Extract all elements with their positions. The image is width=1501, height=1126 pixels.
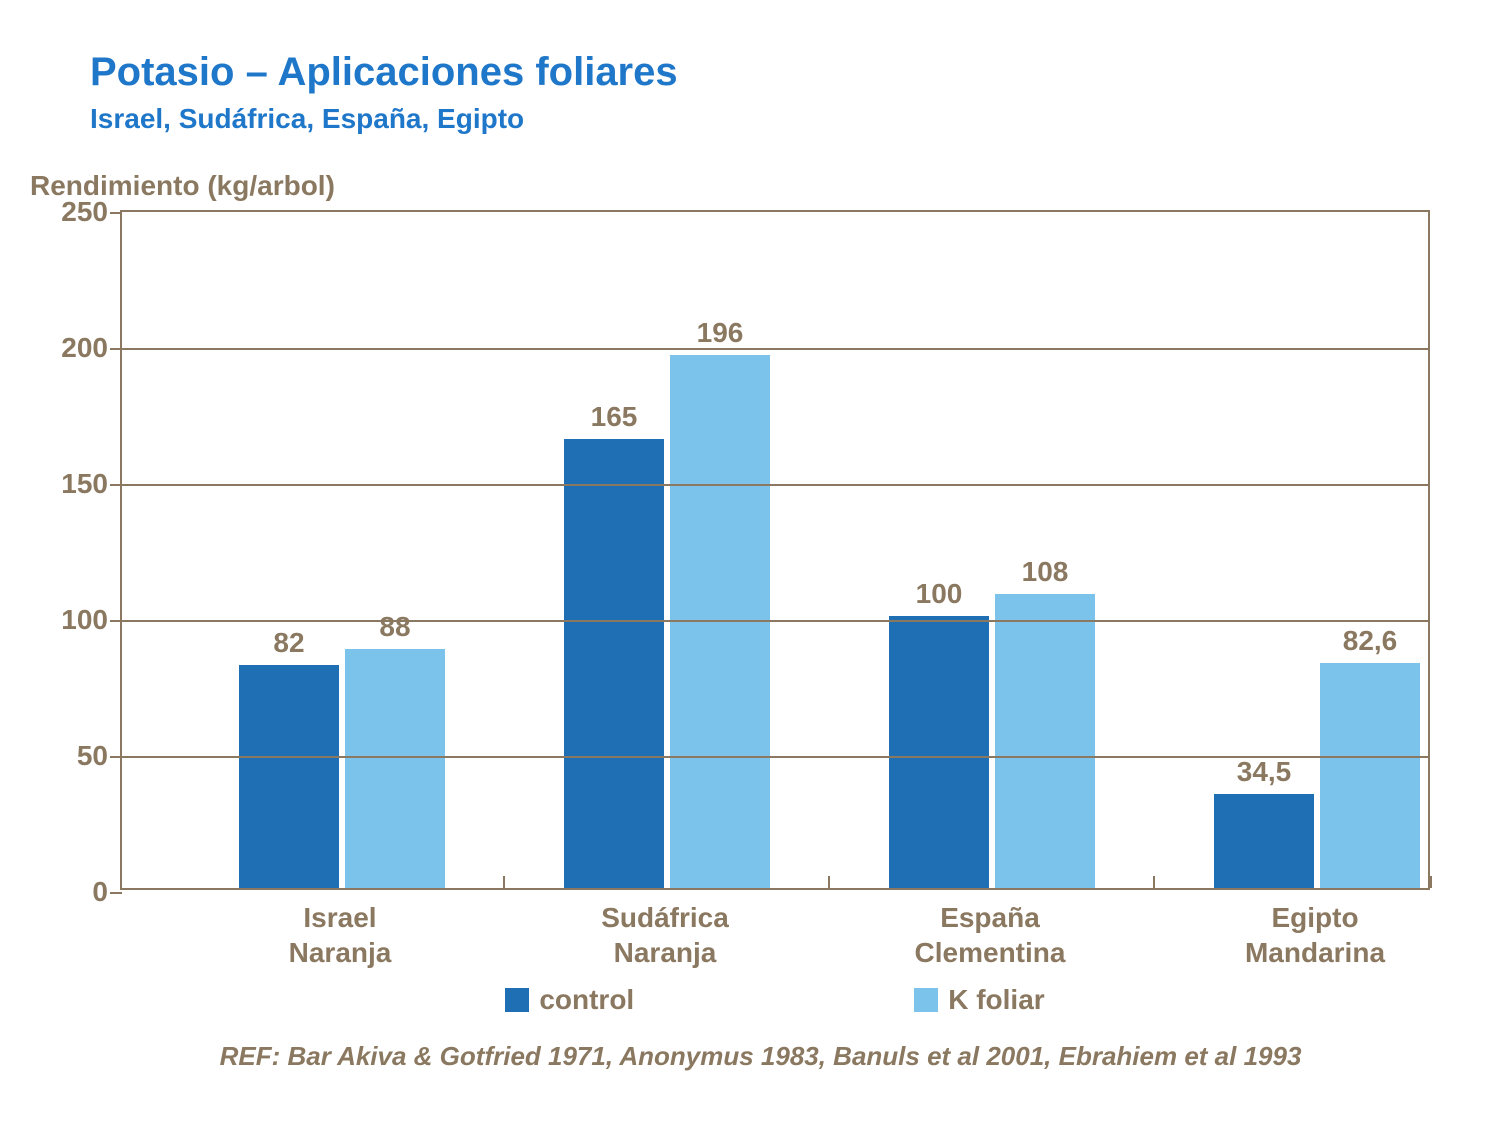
y-tick-label: 50 [28,740,108,772]
legend-swatch-icon [914,988,938,1012]
x-axis-labels: Israel Naranja Sudáfrica Naranja España Cleme… [120,890,1430,980]
x-label-line1: Egipto [1271,902,1358,933]
bar-kfoliar [345,649,445,888]
bar-value-label: 34,5 [1204,756,1324,788]
gridline [122,484,1428,486]
y-tick-label: 250 [28,196,108,228]
gridline [122,348,1428,350]
bar-control [889,616,989,888]
y-tick-mark [110,756,122,758]
legend-label: K foliar [948,984,1044,1016]
x-label-line1: Israel [303,902,376,933]
x-category-label: Egipto Mandarina [1245,900,1385,970]
y-tick-label: 150 [28,468,108,500]
bar-value-label: 165 [554,401,674,433]
bars-layer: 8288 165 196 100108 34,5 82,6 [122,212,1428,888]
y-tick-label: 200 [28,332,108,364]
bar-control [1214,794,1314,888]
bar-value-label: 100 [879,578,999,610]
x-category-label: España Clementina [915,900,1066,970]
legend-item-control: control [505,984,634,1016]
legend-label: control [539,984,634,1016]
x-label-line2: Naranja [614,937,717,968]
x-label-line1: España [940,902,1040,933]
legend-item-kfoliar: K foliar [914,984,1044,1016]
y-tick-mark [110,620,122,622]
bar-value-label: 82 [229,627,349,659]
chart-subtitle: Israel, Sudáfrica, España, Egipto [90,103,1411,135]
bar-value-label: 108 [985,556,1105,588]
y-tick-label: 0 [28,876,108,908]
x-category-label: Israel Naranja [289,900,392,970]
bar-kfoliar [1320,663,1420,888]
x-label-line2: Clementina [915,937,1066,968]
bar-value-label: 88 [335,611,455,643]
x-label-line2: Mandarina [1245,937,1385,968]
x-label-line1: Sudáfrica [601,902,729,933]
slide: Potasio – Aplicaciones foliares Israel, … [30,20,1471,1106]
y-tick-mark [110,348,122,350]
x-tick-mark [120,876,122,888]
x-tick-mark [503,876,505,888]
title-block: Potasio – Aplicaciones foliares Israel, … [30,20,1471,145]
y-axis-label: Rendimiento (kg/arbol) [30,145,1471,210]
x-category-label: Sudáfrica Naranja [601,900,729,970]
chart-legend: control K foliar [120,980,1430,1016]
x-tick-mark [1153,876,1155,888]
chart-title: Potasio – Aplicaciones foliares [90,50,1411,95]
legend-swatch-icon [505,988,529,1012]
y-tick-label: 100 [28,604,108,636]
chart-plot-area: 828816519610010834,582,6 050100150200250 [120,210,1430,890]
x-tick-mark [1430,876,1432,888]
bar-control [239,665,339,888]
reference-citation: REF: Bar Akiva & Gotfried 1971, Anonymus… [30,1016,1471,1072]
gridline [122,756,1428,758]
gridline [122,620,1428,622]
y-tick-mark [110,212,122,214]
bar-kfoliar [995,594,1095,888]
bar-value-label: 196 [660,317,780,349]
bar-value-label: 82,6 [1310,625,1430,657]
x-tick-mark [828,876,830,888]
x-label-line2: Naranja [289,937,392,968]
bar-control [564,439,664,888]
y-tick-mark [110,484,122,486]
